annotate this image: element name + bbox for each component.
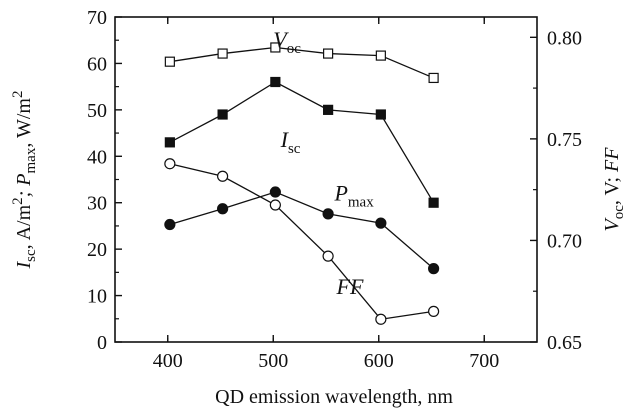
y-left-tick-label: 30 (87, 193, 107, 215)
x-tick-label: 600 (364, 350, 394, 372)
y-right-axis-title: Voc, V; FF (601, 147, 627, 232)
point-isc (375, 109, 386, 120)
plot-frame (114, 16, 538, 343)
x-tick-label: 700 (469, 350, 499, 372)
point-pmax (269, 186, 281, 198)
y-right-tick-label: 0.80 (547, 27, 582, 49)
axes: 400 500 600 700 0 10 20 30 40 50 60 70 0.65 0.70 0.75 0… (87, 7, 582, 372)
y-right-tick-label: 0.75 (547, 129, 582, 151)
y-left-title-part: 2 (10, 197, 26, 205)
point-isc (270, 76, 281, 88)
y-right-title-part: oc (611, 205, 627, 220)
y-left-title-part: , A/m (13, 204, 35, 249)
y-left-tick-label: 10 (87, 286, 107, 308)
point-ff (217, 170, 229, 182)
point-isc (164, 137, 175, 148)
series-line-isc (169, 81, 435, 204)
y-right-tick-label: 0.65 (547, 332, 582, 354)
y-right-title-part: , V; (601, 172, 623, 205)
point-ff (322, 250, 334, 262)
series-label-ff: FF (336, 274, 364, 299)
series-label-voc: Voc (273, 27, 301, 57)
y-left-tick-label: 60 (87, 53, 107, 75)
y-left-axis-title: Isc, A/m2; Pmax, W/m2 (10, 91, 39, 270)
series-label-main: I (280, 127, 290, 152)
y-left-title-part: max (23, 147, 39, 173)
y-right-title-part: FF (601, 147, 623, 173)
point-ff (375, 313, 387, 325)
series-label-main: V (273, 27, 289, 52)
point-ff (269, 199, 281, 211)
series-line-voc (169, 46, 434, 79)
point-voc (164, 56, 175, 67)
y-left-title-part: ; P (13, 173, 35, 197)
y-left-tick-label: 20 (87, 239, 107, 261)
point-pmax (164, 218, 176, 231)
point-ff (164, 158, 176, 170)
y-right-title-part: V (601, 216, 623, 231)
x-tick-label: 400 (153, 350, 183, 372)
series-label-sub: sc (288, 141, 301, 157)
x-tick-label: 500 (258, 350, 288, 372)
y-left-title-part: I (13, 260, 35, 269)
point-isc (428, 197, 439, 208)
point-isc (217, 109, 228, 120)
point-pmax (428, 263, 440, 275)
y-left-tick-label: 40 (87, 146, 107, 168)
point-ff (428, 305, 440, 317)
y-left-title-part: sc (23, 249, 39, 262)
point-isc (323, 104, 334, 115)
series-label-sub: max (348, 194, 374, 210)
series-label-pmax: Pmax (333, 180, 374, 210)
point-voc (428, 72, 439, 84)
series-layer (164, 42, 440, 325)
x-axis-title: QD emission wavelength, nm (215, 386, 453, 408)
y-right-tick-label: 0.70 (547, 230, 582, 252)
y-left-title-part: , W/m (13, 98, 35, 148)
point-pmax (322, 208, 334, 220)
series-label-isc: Isc (280, 127, 301, 157)
series-line-ff (169, 163, 434, 320)
point-pmax (217, 203, 229, 215)
series-line-pmax (169, 191, 435, 270)
point-voc (270, 42, 281, 53)
point-voc (217, 48, 228, 59)
series-label-main: FF (336, 274, 364, 299)
y-left-tick-label: 0 (97, 332, 107, 354)
y-left-tick-label: 70 (87, 7, 107, 29)
series-label-main: P (333, 180, 347, 205)
point-voc (375, 50, 386, 61)
point-pmax (375, 217, 387, 229)
series-label-sub: oc (287, 41, 302, 57)
y-left-tick-label: 50 (87, 100, 107, 122)
y-left-title-part: 2 (10, 91, 26, 99)
point-voc (323, 48, 334, 59)
